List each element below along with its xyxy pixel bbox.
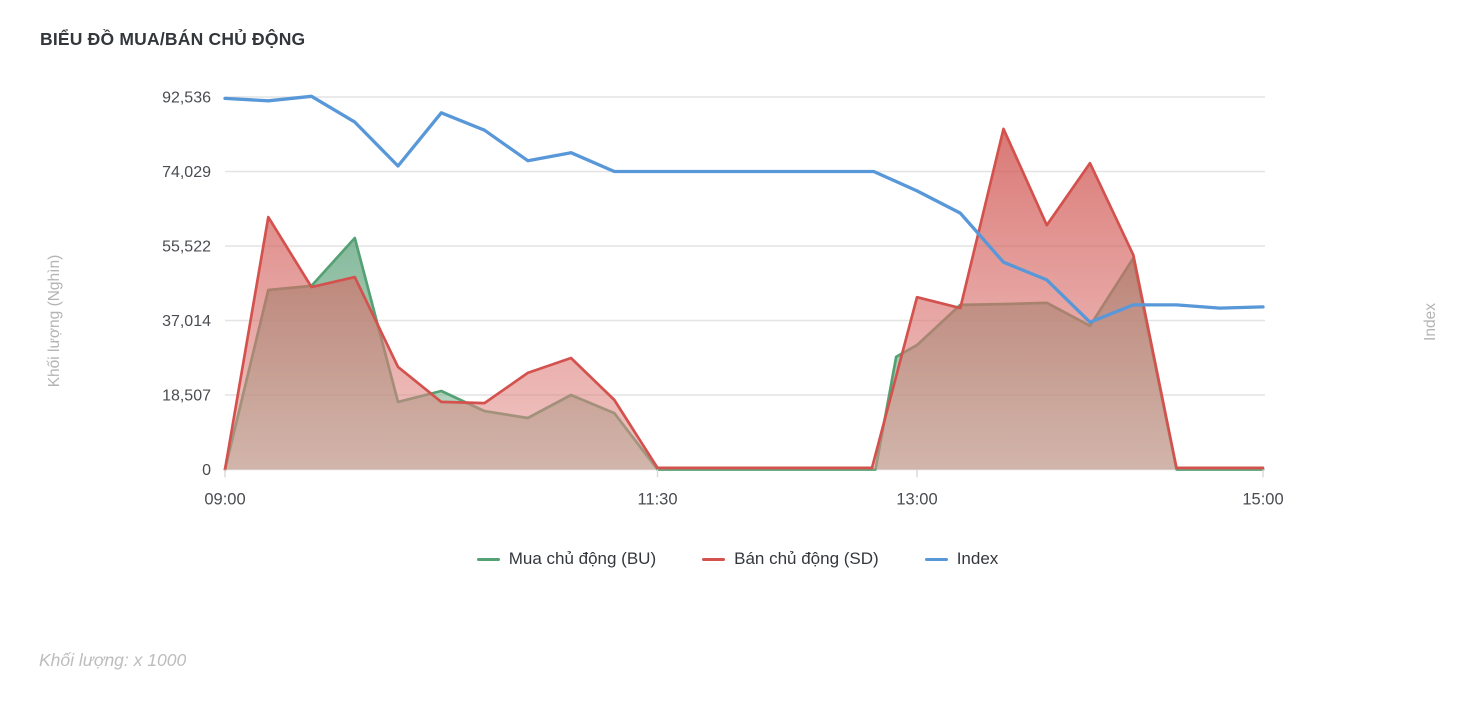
legend-marker (702, 557, 726, 561)
legend-marker (476, 557, 500, 561)
line-index (223, 94, 1265, 324)
y-axis-title: Khối lượng (Nghìn) (46, 254, 63, 388)
legend-item-bu[interactable]: Mua chủ động (BU) (476, 549, 657, 569)
volume-footnote: Khối lượng: x 1000 (39, 650, 187, 670)
legend-marker (924, 557, 948, 561)
y-axis-label: 92,536 (162, 90, 211, 107)
x-axis-label: 15:00 (1242, 491, 1283, 509)
legend-label: Mua chủ động (BU) (508, 549, 657, 568)
y-axis-label: 55,522 (162, 238, 211, 255)
chart-title: BIỂU ĐỒ MUA/BÁN CHỦ ĐỘNG (40, 29, 306, 49)
right-axis-title: Index (1422, 303, 1439, 341)
area-sd (225, 128, 1263, 470)
legend: Mua chủ động (BU) Bán chủ động (SD) Index (0, 545, 1475, 573)
legend-item-sd[interactable]: Bán chủ động (SD) (702, 549, 879, 569)
legend-label: Index (956, 549, 999, 568)
y-axis-label: 0 (202, 462, 211, 479)
legend-item-index[interactable]: Index (924, 549, 999, 569)
x-axis-label: 13:00 (896, 491, 937, 509)
line-sd (223, 127, 1265, 471)
series-layer (223, 94, 1265, 471)
y-axis-label: 37,014 (162, 313, 211, 330)
y-axis-label: 18,507 (162, 388, 211, 405)
legend-label: Bán chủ động (SD) (734, 549, 879, 568)
x-axis-label: 11:30 (637, 491, 677, 509)
y-axis-label: 74,029 (162, 164, 211, 181)
axis-labels: 0 18,507 37,014 55,522 74,029 92,536 09:00 11:3… (162, 90, 1284, 509)
x-axis-label: 09:00 (204, 491, 245, 509)
